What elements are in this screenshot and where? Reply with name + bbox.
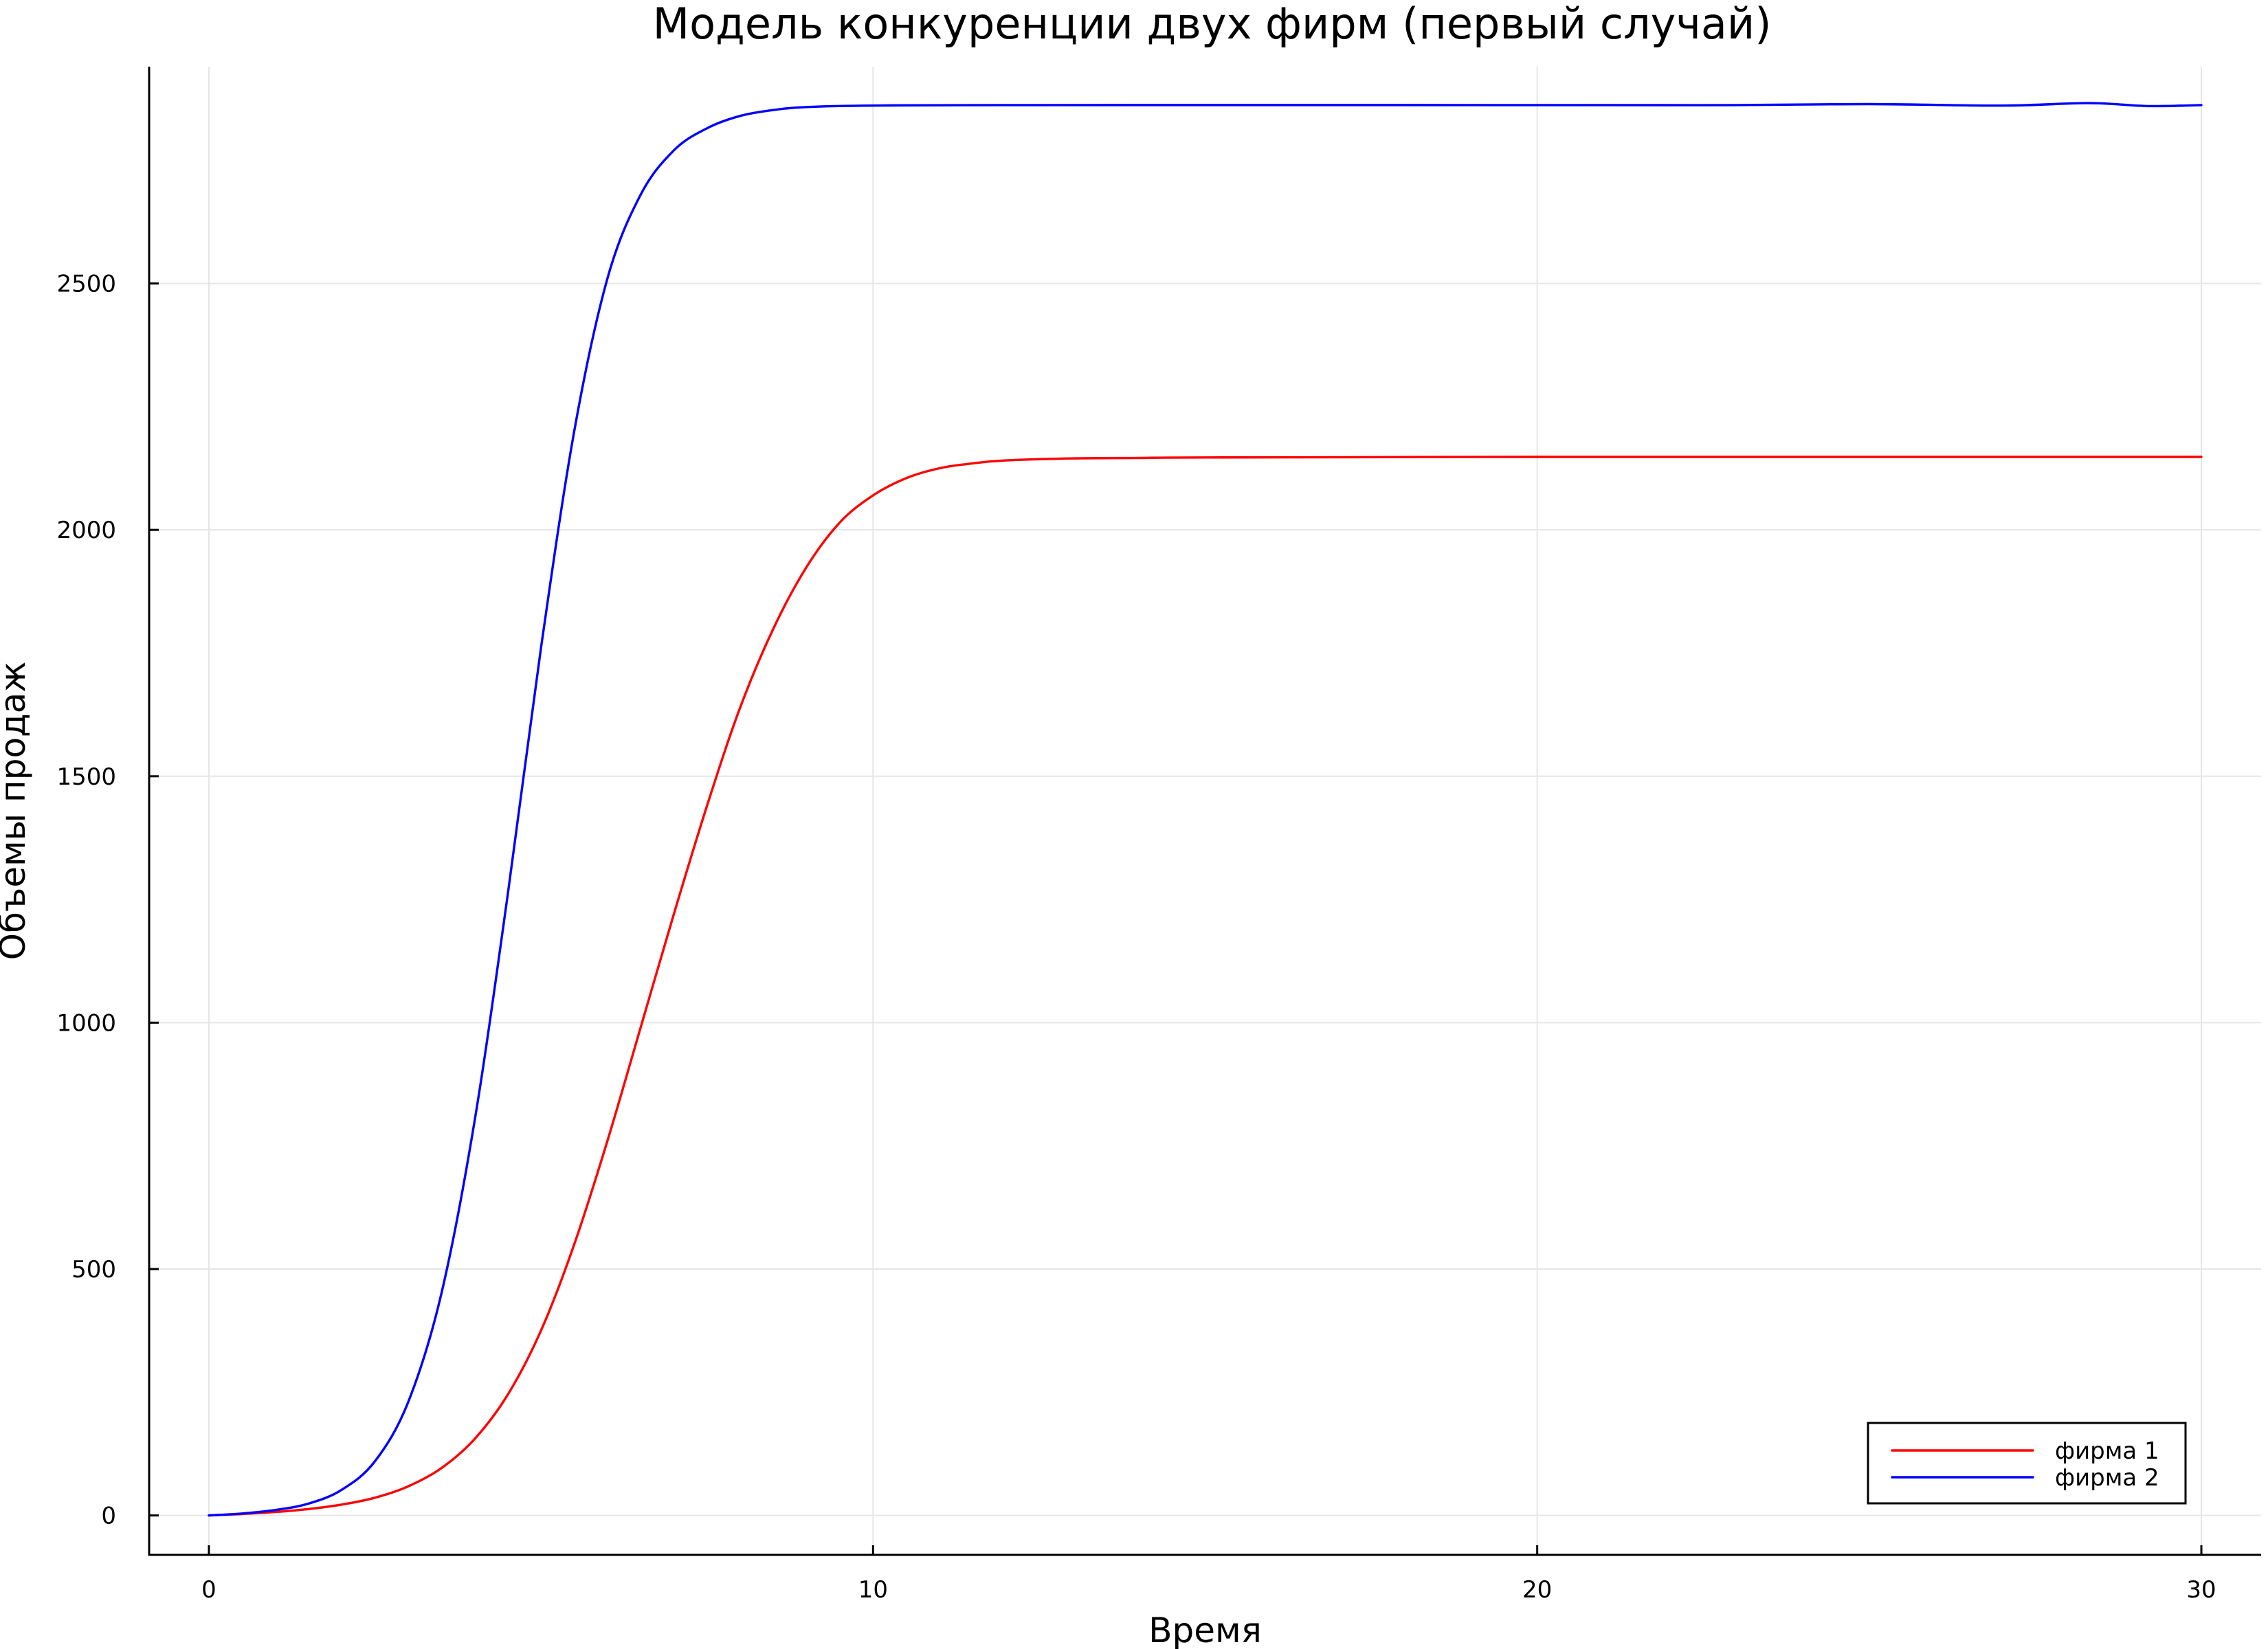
axis-frame: [148, 67, 2261, 1556]
chart-title: Модель конкуренции двух фирм (первый слу…: [653, 0, 1772, 49]
series-line-1: [208, 456, 2203, 1517]
legend-label-firm-2: фирма 2: [2055, 1464, 2159, 1492]
y-tick-label: 1000: [56, 1009, 116, 1037]
legend-label-firm-1: фирма 1: [2055, 1437, 2159, 1465]
legend: фирма 1 фирма 2: [1867, 1422, 2187, 1505]
y-tick-label: 0: [101, 1503, 116, 1530]
x-tick-label: 30: [2186, 1576, 2216, 1604]
x-tick-label: 20: [1522, 1576, 1552, 1604]
plot-series: [208, 102, 2203, 1517]
y-tick-label: 1500: [56, 763, 116, 791]
series-line-2: [208, 102, 2203, 1517]
y-tick-label: 2500: [56, 271, 116, 298]
tick-marks-and-labels: 0 10 20 30 0 500 1000 1500 2000 2500: [56, 271, 2216, 1604]
y-axis-label: Объемы продаж: [0, 662, 33, 961]
x-axis-label: Время: [1148, 1611, 1262, 1649]
y-tick-label: 500: [71, 1256, 116, 1283]
legend-box: [1867, 1422, 2187, 1505]
x-tick-label: 0: [201, 1576, 216, 1604]
y-tick-label: 2000: [56, 517, 116, 544]
x-tick-label: 10: [858, 1576, 888, 1604]
grid-lines: [149, 67, 2261, 1555]
